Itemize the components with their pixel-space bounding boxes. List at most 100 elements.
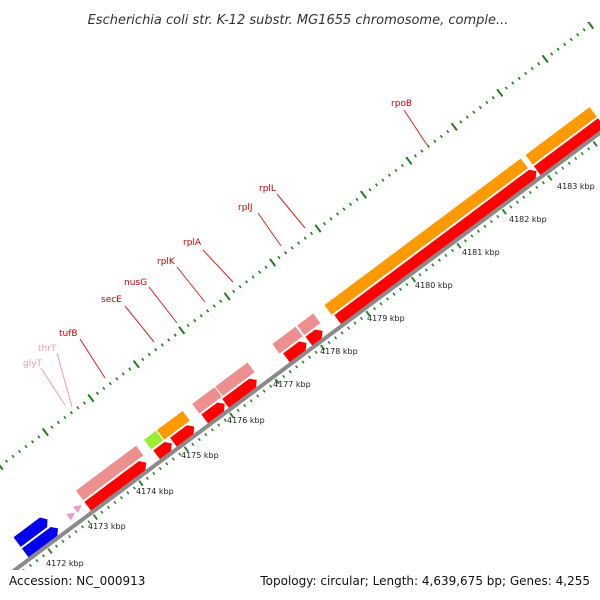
- minor-tick: [178, 452, 182, 456]
- major-tick: [501, 208, 507, 215]
- minor-tick: [517, 76, 521, 80]
- label-glyT[interactable]: glyT: [23, 359, 43, 369]
- minor-tick: [11, 454, 15, 458]
- minor-tick: [119, 496, 123, 500]
- trna-leaders: [40, 352, 73, 408]
- label-secE[interactable]: secE: [101, 295, 122, 305]
- gene-blue-left-2[interactable]: [13, 515, 52, 547]
- minor-tick: [504, 86, 508, 90]
- minor-tick: [596, 19, 598, 21]
- cds-rplJ[interactable]: [283, 338, 310, 363]
- minor-tick: [236, 408, 240, 413]
- gene-nusG[interactable]: [156, 411, 190, 440]
- sequence-backbone: [11, 130, 600, 570]
- gene-rplA[interactable]: [215, 362, 255, 397]
- minor-tick: [41, 554, 46, 558]
- label-nusG[interactable]: nusG: [124, 278, 147, 288]
- gene-tufB[interactable]: [76, 445, 144, 501]
- label-rplA[interactable]: rplA: [183, 238, 202, 248]
- gene-rpoC-partial[interactable]: [525, 107, 597, 165]
- minor-tick: [290, 246, 294, 250]
- major-tick: [410, 276, 417, 283]
- minor-tick: [80, 525, 85, 529]
- minor-tick: [353, 321, 357, 325]
- minor-tick: [100, 510, 104, 514]
- minor-tick: [329, 217, 333, 221]
- minor-tick: [243, 403, 247, 408]
- minor-tick: [478, 105, 482, 110]
- minor-tick: [297, 241, 301, 245]
- kbp-label: 4178 kbp: [320, 347, 358, 356]
- minor-tick: [587, 147, 591, 151]
- minor-tick: [431, 263, 435, 267]
- minor-tick: [160, 343, 164, 347]
- cds-rplA[interactable]: [222, 376, 260, 408]
- minor-tick: [314, 350, 318, 354]
- minor-tick: [472, 110, 476, 114]
- gene-rplK[interactable]: [192, 387, 222, 414]
- label-thrT[interactable]: thrT: [38, 344, 57, 354]
- minor-tick: [17, 449, 22, 454]
- minor-tick: [381, 178, 385, 182]
- gene-rpoB[interactable]: [324, 158, 528, 315]
- major-tick: [229, 412, 235, 419]
- minor-tick: [30, 440, 35, 444]
- cds-rplK[interactable]: [201, 400, 228, 424]
- major-tick: [547, 174, 553, 181]
- label-rplL[interactable]: rplL: [259, 184, 276, 194]
- cds-secE[interactable]: [153, 439, 175, 460]
- minor-tick: [199, 314, 203, 318]
- label-rpoB[interactable]: rpoB: [391, 99, 412, 109]
- major-tick: [269, 258, 277, 267]
- minor-tick: [463, 239, 467, 243]
- label-tufB[interactable]: tufB: [59, 329, 78, 339]
- minor-tick: [158, 466, 162, 471]
- minor-tick: [530, 66, 534, 71]
- minor-tick: [550, 52, 554, 56]
- minor-tick: [132, 486, 136, 490]
- minor-tick: [582, 28, 586, 32]
- cds-rplL[interactable]: [305, 327, 326, 346]
- major-tick: [359, 190, 368, 199]
- trna-glyT[interactable]: [66, 509, 77, 521]
- minor-tick: [295, 365, 299, 369]
- minor-tick: [522, 195, 526, 199]
- kbp-label: 4183 kbp: [557, 182, 595, 191]
- minor-tick: [387, 173, 391, 177]
- cds-rpoB[interactable]: [334, 167, 539, 324]
- gene-track: [13, 107, 600, 558]
- minor-tick: [554, 171, 558, 175]
- major-tick: [365, 310, 371, 317]
- scale-labels: 4172 kbp 4173 kbp 4174 kbp 4175 kbp 4176…: [46, 182, 595, 568]
- minor-tick: [154, 348, 158, 352]
- minor-tick: [355, 197, 359, 202]
- cds-nusG[interactable]: [170, 422, 197, 447]
- minor-tick: [563, 42, 567, 47]
- gene-blue-left-3[interactable]: [21, 524, 61, 558]
- minor-tick: [63, 415, 67, 420]
- minor-tick: [470, 234, 474, 238]
- major-tick: [223, 292, 231, 301]
- minor-tick: [87, 520, 91, 524]
- minor-tick: [301, 360, 305, 364]
- minor-tick: [141, 357, 145, 362]
- kbp-label: 4175 kbp: [181, 451, 219, 460]
- major-tick: [319, 344, 326, 351]
- minor-tick: [28, 563, 33, 568]
- cds-tufB[interactable]: [84, 458, 149, 511]
- label-rplJ[interactable]: rplJ: [238, 203, 253, 213]
- gene-rplL[interactable]: [297, 313, 321, 336]
- gene-secE[interactable]: [144, 430, 164, 450]
- cds-rpoC-partial[interactable]: [533, 118, 600, 175]
- minor-tick: [284, 251, 288, 255]
- gene-rplJ[interactable]: [272, 326, 303, 354]
- major-tick: [592, 140, 598, 147]
- label-rplK[interactable]: rplK: [157, 257, 176, 267]
- minor-tick: [22, 568, 25, 570]
- minor-tick: [446, 129, 450, 134]
- major-tick: [47, 547, 53, 555]
- minor-tick: [95, 391, 99, 395]
- minor-tick: [335, 212, 340, 216]
- trna-thrT[interactable]: [72, 502, 84, 514]
